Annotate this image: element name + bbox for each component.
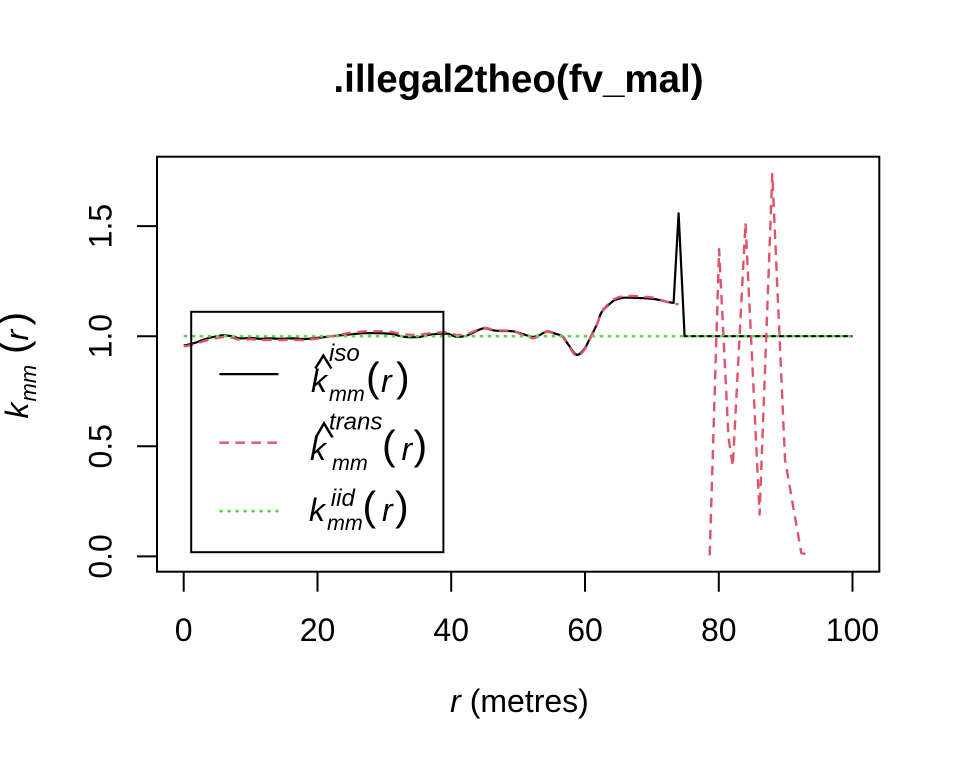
svg-text:r: r <box>381 363 393 399</box>
svg-text:): ) <box>396 354 410 400</box>
svg-text:mm: mm <box>16 365 41 402</box>
svg-text:80: 80 <box>701 612 737 648</box>
svg-text:mm: mm <box>329 382 365 406</box>
svg-text:r: r <box>0 329 35 341</box>
svg-text:trans: trans <box>329 409 382 436</box>
svg-text:1.0: 1.0 <box>83 314 119 358</box>
svg-text:k: k <box>309 492 327 528</box>
svg-text:(: ( <box>382 422 396 468</box>
svg-text:100: 100 <box>826 612 879 648</box>
svg-text:r: r <box>382 492 394 528</box>
svg-text:k: k <box>310 431 328 467</box>
svg-text:60: 60 <box>567 612 603 648</box>
svg-text:r: r <box>402 431 414 467</box>
svg-text:k: k <box>0 401 35 419</box>
svg-text:40: 40 <box>433 612 469 648</box>
svg-text:(: ( <box>366 354 380 400</box>
svg-text:): ) <box>0 312 36 326</box>
svg-text:k: k <box>311 363 329 399</box>
svg-text:.illegal2theo(fv_mal): .illegal2theo(fv_mal) <box>333 58 703 101</box>
svg-text:): ) <box>414 422 428 468</box>
svg-text:r (metres): r (metres) <box>450 683 589 719</box>
svg-text:mm: mm <box>332 451 368 475</box>
svg-text:iso: iso <box>329 340 360 367</box>
svg-text:mm: mm <box>327 511 363 535</box>
svg-text:iid: iid <box>331 485 356 512</box>
svg-text:0.0: 0.0 <box>83 534 119 578</box>
svg-text:(: ( <box>0 340 36 354</box>
svg-text:(: ( <box>363 483 377 529</box>
svg-text:20: 20 <box>300 612 336 648</box>
svg-text:0.5: 0.5 <box>83 424 119 468</box>
svg-text:): ) <box>395 483 409 529</box>
svg-text:0: 0 <box>175 612 193 648</box>
svg-text:1.5: 1.5 <box>83 204 119 248</box>
